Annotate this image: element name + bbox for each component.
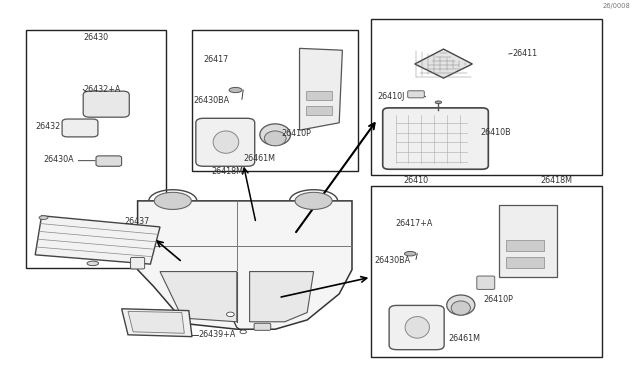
Bar: [371, 19, 602, 175]
Polygon shape: [160, 272, 237, 322]
Bar: [506, 240, 544, 251]
Ellipse shape: [435, 101, 442, 104]
Text: 26/0008: 26/0008: [603, 3, 630, 9]
Text: 26461M: 26461M: [448, 334, 480, 343]
FancyBboxPatch shape: [408, 91, 424, 98]
Text: 26432: 26432: [35, 122, 60, 131]
Ellipse shape: [451, 301, 470, 315]
Polygon shape: [250, 272, 314, 322]
Text: 26410P: 26410P: [282, 129, 312, 138]
Polygon shape: [415, 49, 472, 78]
Polygon shape: [300, 48, 342, 130]
Circle shape: [240, 330, 246, 334]
Ellipse shape: [39, 216, 48, 219]
Bar: [306, 106, 332, 115]
Polygon shape: [35, 216, 160, 264]
Text: 26410P: 26410P: [483, 295, 513, 304]
Text: 26410J: 26410J: [378, 92, 405, 101]
Text: 26437: 26437: [125, 217, 150, 226]
FancyBboxPatch shape: [389, 305, 444, 350]
Ellipse shape: [260, 124, 291, 145]
Ellipse shape: [213, 131, 239, 153]
FancyBboxPatch shape: [96, 156, 122, 166]
Text: 26430: 26430: [83, 33, 108, 42]
FancyBboxPatch shape: [62, 119, 98, 137]
Text: 26410B: 26410B: [480, 128, 511, 137]
FancyBboxPatch shape: [83, 91, 129, 117]
Polygon shape: [138, 201, 352, 329]
Polygon shape: [128, 311, 184, 333]
Text: 26417: 26417: [204, 55, 228, 64]
FancyBboxPatch shape: [254, 323, 271, 330]
Text: 26411: 26411: [512, 49, 537, 58]
Text: 26430BA: 26430BA: [374, 256, 410, 265]
Ellipse shape: [295, 192, 332, 209]
Text: 26410: 26410: [403, 176, 428, 185]
FancyBboxPatch shape: [477, 276, 495, 289]
Ellipse shape: [229, 87, 242, 93]
Bar: [192, 30, 358, 171]
Text: 26461M: 26461M: [243, 154, 275, 163]
Bar: [506, 257, 544, 268]
FancyBboxPatch shape: [383, 108, 488, 169]
Text: 26439+A: 26439+A: [198, 330, 236, 339]
Ellipse shape: [154, 192, 191, 209]
Ellipse shape: [264, 131, 286, 146]
Ellipse shape: [87, 261, 99, 266]
Text: 26432+A: 26432+A: [83, 85, 120, 94]
Ellipse shape: [404, 251, 416, 256]
FancyBboxPatch shape: [131, 257, 145, 269]
Ellipse shape: [405, 317, 429, 338]
Text: 26418M: 26418M: [541, 176, 573, 185]
FancyBboxPatch shape: [196, 118, 255, 166]
Polygon shape: [122, 309, 192, 337]
Text: 26430BA: 26430BA: [193, 96, 229, 105]
Text: 26430A: 26430A: [44, 155, 74, 164]
Text: 26418M: 26418M: [211, 167, 243, 176]
Polygon shape: [499, 205, 557, 277]
Text: 26417+A: 26417+A: [395, 219, 432, 228]
Ellipse shape: [447, 295, 475, 315]
Bar: [26, 30, 166, 268]
Bar: [306, 91, 332, 100]
Bar: [371, 186, 602, 357]
Circle shape: [227, 312, 234, 317]
